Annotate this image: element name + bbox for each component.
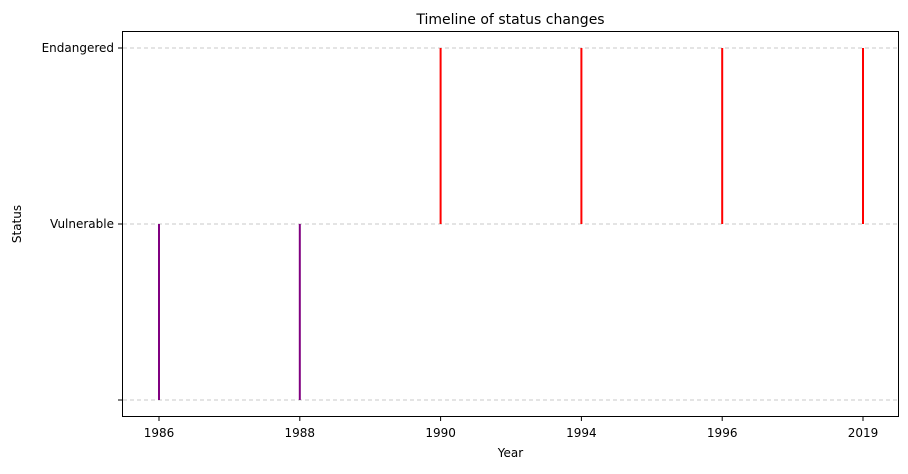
chart-title: Timeline of status changes <box>415 12 604 28</box>
x-tick-label: 1990 <box>425 426 456 440</box>
y-tick-label: Endangered <box>42 41 114 55</box>
x-tick-label: 1986 <box>144 426 175 440</box>
y-tick-label: Vulnerable <box>50 217 114 231</box>
x-tick-label: 1994 <box>566 426 597 440</box>
x-tick-label: 1988 <box>285 426 316 440</box>
x-axis-label: Year <box>497 446 523 460</box>
x-tick-label: 1996 <box>707 426 738 440</box>
x-axis: 1986 1988 1990 1994 1996 2019 <box>144 416 879 440</box>
grid-lines <box>123 47 898 401</box>
event-marks <box>158 48 864 400</box>
y-axis: Vulnerable Endangered <box>42 41 123 401</box>
x-tick-label: 2019 <box>848 426 879 440</box>
y-axis-label: Status <box>10 205 24 243</box>
